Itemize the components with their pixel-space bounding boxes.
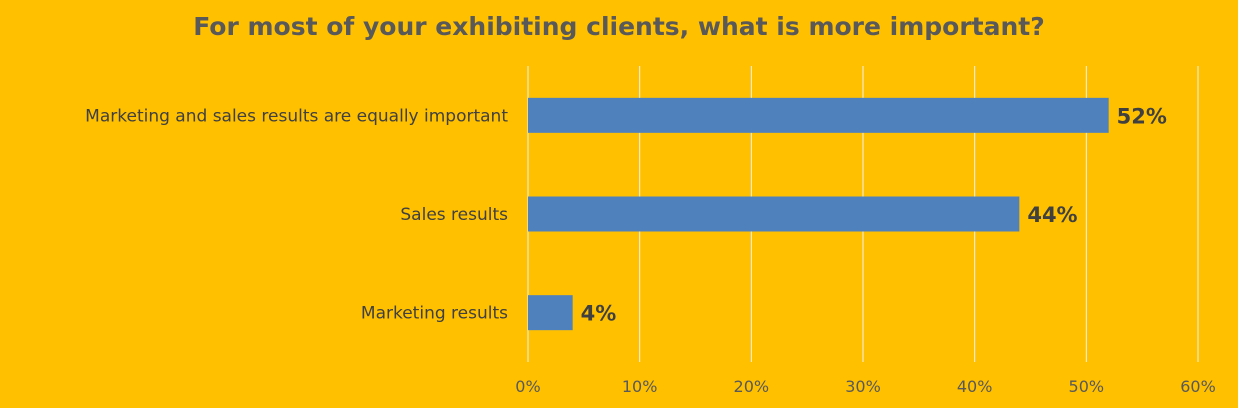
bar <box>528 295 573 331</box>
bar <box>528 196 1020 232</box>
category-label: Sales results <box>400 205 508 225</box>
category-label: Marketing results <box>361 304 508 324</box>
data-label: 44% <box>1027 203 1077 227</box>
x-tick-label: 10% <box>622 377 658 396</box>
category-labels: Marketing and sales results are equally … <box>85 106 508 323</box>
bars <box>528 97 1109 331</box>
data-label: 4% <box>581 302 617 326</box>
category-label: Marketing and sales results are equally … <box>85 106 508 126</box>
x-tick-label: 0% <box>515 377 540 396</box>
data-labels: 52% 44% 4% <box>581 104 1167 325</box>
x-tick-label: 60% <box>1180 377 1216 396</box>
bar <box>528 97 1109 133</box>
x-tick-label: 20% <box>734 377 770 396</box>
x-tick-label: 40% <box>957 377 993 396</box>
x-tick-label: 30% <box>845 377 881 396</box>
x-axis-tick-labels: 0% 10% 20% 30% 40% 50% 60% <box>515 377 1215 396</box>
x-tick-label: 50% <box>1069 377 1105 396</box>
chart-title: For most of your exhibiting clients, wha… <box>193 12 1045 41</box>
data-label: 52% <box>1117 104 1167 128</box>
